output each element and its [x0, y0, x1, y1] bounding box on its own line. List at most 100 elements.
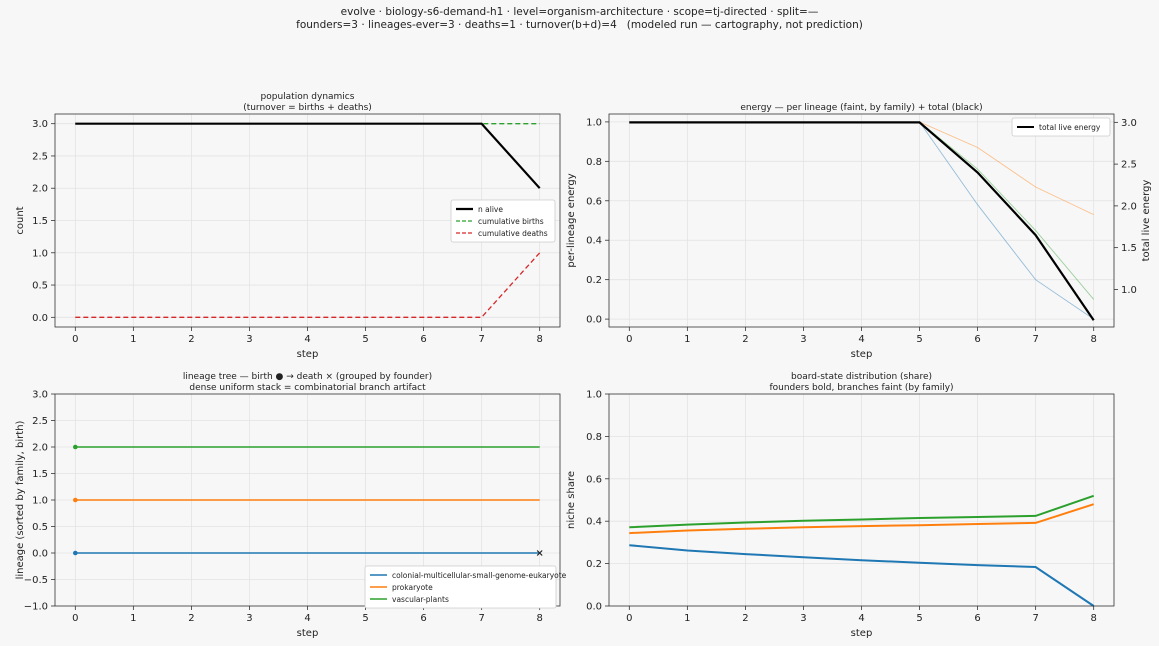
chart-title: founders bold, branches faint (by family… [769, 383, 953, 393]
legend-label: colonial-multicellular-small-genome-euka… [392, 571, 567, 580]
y-axis-label: lineage (sorted by family, birth) [15, 420, 26, 579]
y2-tick-label: 1.5 [1121, 243, 1137, 254]
y-tick-label: 1.0 [586, 390, 602, 401]
legend-label: n alive [478, 205, 503, 214]
x-axis-label: step [851, 349, 873, 360]
x-tick-label: 1 [130, 334, 136, 345]
x-axis-label: step [297, 628, 319, 639]
y-tick-label: −1.0 [24, 602, 48, 613]
y-tick-label: 0.2 [586, 275, 602, 286]
total-energy-line [629, 121, 1095, 321]
legend-box [450, 199, 556, 243]
x-tick-label: 5 [362, 334, 368, 345]
x-tick-label: 2 [188, 613, 194, 624]
x-tick-label: 4 [858, 613, 864, 624]
x-tick-label: 6 [974, 334, 980, 345]
y-tick-label: 3.0 [32, 390, 48, 401]
y-tick-label: 0.6 [586, 474, 602, 485]
x-tick-label: 0 [626, 613, 632, 624]
y-axis-label: per-lineage energy [566, 173, 577, 267]
y-tick-label: 0.0 [586, 602, 602, 613]
y-tick-label: 0.6 [586, 196, 602, 207]
chart-title: (turnover = births + deaths) [243, 103, 372, 113]
y-tick-label: 0.8 [586, 157, 602, 168]
x-tick-label: 0 [72, 613, 78, 624]
plot-frame [54, 113, 561, 328]
y-tick-label: 0.2 [586, 559, 602, 570]
y-tick-label: 2.5 [32, 151, 48, 162]
y-tick-label: 0.5 [32, 522, 48, 533]
x-tick-label: 8 [1090, 334, 1096, 345]
y-tick-label: 0.0 [32, 549, 48, 560]
y-tick-label: 1.0 [586, 117, 602, 128]
x-tick-label: 2 [742, 334, 748, 345]
x-tick-label: 6 [974, 613, 980, 624]
legend-label: cumulative deaths [478, 229, 548, 238]
chart-4: 0 1 2 3 4 5 6 7 8 0.0 0.2 0.4 0.6 0.8 1.0 step niche sha… [566, 372, 1115, 639]
y-tick-label: 0.4 [586, 517, 602, 528]
x-tick-label: 8 [536, 334, 542, 345]
y-tick-label: −0.5 [24, 575, 48, 586]
legend-label: prokaryote [392, 583, 433, 592]
x-tick-label: 7 [478, 334, 484, 345]
legend-box [364, 565, 557, 609]
x-tick-label: 4 [304, 613, 310, 624]
lineage-birth-marker [73, 497, 78, 503]
legend-label: vascular-plants [392, 595, 449, 604]
y-tick-label: 1.0 [32, 248, 48, 259]
x-tick-label: 1 [130, 613, 136, 624]
y2-axis-label: total live energy [1141, 180, 1152, 262]
x-tick-label: 2 [742, 613, 748, 624]
y-tick-label: 2.5 [32, 416, 48, 427]
share-line-2 [629, 494, 1095, 529]
x-tick-label: 5 [916, 334, 922, 345]
x-tick-label: 5 [916, 613, 922, 624]
y-tick-label: 1.0 [32, 496, 48, 507]
x-tick-label: 3 [246, 613, 252, 624]
x-tick-label: 0 [626, 334, 632, 345]
chart-title: energy — per lineage (faint, by family) … [740, 103, 982, 113]
x-tick-label: 1 [684, 334, 690, 345]
y2-tick-label: 3.0 [1121, 118, 1137, 129]
y-tick-label: 0.8 [586, 432, 602, 443]
x-axis-label: step [851, 628, 873, 639]
x-tick-label: 7 [1032, 613, 1038, 624]
x-tick-label: 5 [362, 613, 368, 624]
chart-title: lineage tree — birth ● → death × (groupe… [183, 372, 432, 382]
y-tick-label: 0.0 [32, 313, 48, 324]
y2-tick-label: 2.0 [1121, 201, 1137, 212]
x-tick-label: 8 [536, 613, 542, 624]
y-tick-label: 2.0 [32, 184, 48, 195]
figure-title-line2: founders=3 · lineages-ever=3 · deaths=1 … [296, 19, 863, 31]
y-axis-label: niche share [566, 471, 577, 529]
lineage-death-marker [536, 550, 543, 556]
share-line-1 [629, 503, 1095, 535]
y2-tick-label: 1.0 [1121, 285, 1137, 296]
legend-label: cumulative births [478, 217, 544, 226]
legend-label: total live energy [1039, 123, 1101, 132]
series-line-0 [75, 122, 541, 189]
x-axis-label: step [297, 349, 319, 360]
x-tick-label: 6 [420, 613, 426, 624]
x-tick-label: 1 [684, 613, 690, 624]
series-line-2 [75, 252, 541, 318]
chart-2: 0 1 2 3 4 5 6 7 8 0.0 0.2 0.4 0.6 0.8 1.0 step per-linea… [566, 103, 1152, 360]
y-axis-label: count [15, 206, 26, 234]
x-tick-label: 4 [304, 334, 310, 345]
chart-title: population dynamics [261, 92, 355, 102]
plot-frame [608, 393, 1115, 607]
y-tick-label: 3.0 [32, 119, 48, 130]
y-tick-label: 0.5 [32, 281, 48, 292]
share-line-0 [629, 544, 1095, 607]
x-tick-label: 3 [800, 334, 806, 345]
y-tick-label: 2.0 [32, 443, 48, 454]
x-tick-label: 3 [246, 334, 252, 345]
x-tick-label: 6 [420, 334, 426, 345]
x-tick-label: 3 [800, 613, 806, 624]
chart-1: 0 1 2 3 4 5 6 7 8 0.0 0.5 1.0 1.5 2.0 2.5 3.0 step count p… [15, 92, 561, 360]
x-tick-label: 0 [72, 334, 78, 345]
legend-box [1011, 117, 1111, 137]
lineage-birth-marker [73, 444, 78, 450]
x-tick-label: 2 [188, 334, 194, 345]
